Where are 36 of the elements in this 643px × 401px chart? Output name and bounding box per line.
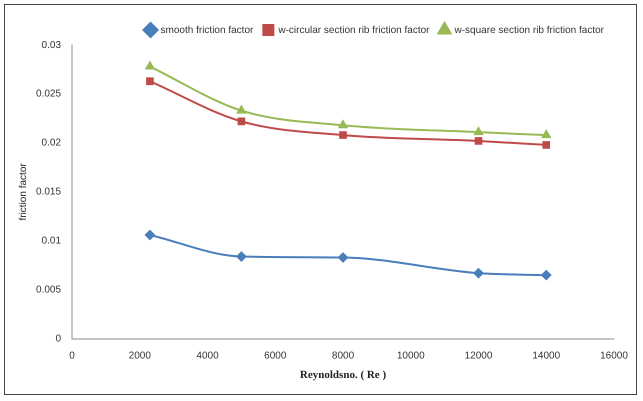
x-tick-label: 10000 xyxy=(396,350,426,362)
x-tick-label: 2000 xyxy=(128,350,152,362)
point xyxy=(542,130,551,138)
y-tick-label: 0 xyxy=(55,334,62,345)
y-tick-label: 0.02 xyxy=(42,138,62,149)
point xyxy=(474,127,483,136)
legend-label: smooth friction factor xyxy=(160,24,254,36)
point xyxy=(474,268,484,278)
point xyxy=(338,252,348,263)
point xyxy=(236,106,246,114)
point xyxy=(542,141,550,149)
x-tick-label: 6000 xyxy=(264,350,287,362)
point xyxy=(338,120,348,128)
y-tick-label: 0.01 xyxy=(42,236,62,247)
y-axis-title: friction factor xyxy=(18,162,29,221)
x-tick-label: 0 xyxy=(69,350,76,362)
x-tick-label: 4000 xyxy=(196,350,220,362)
point xyxy=(144,230,155,240)
x-tick-label: 8000 xyxy=(332,350,355,362)
y-tick-label: 0.005 xyxy=(36,284,62,296)
point xyxy=(146,77,154,86)
point xyxy=(474,137,482,145)
y-tick-label: 0.025 xyxy=(36,88,62,100)
x-tick-label: 16000 xyxy=(600,350,628,362)
y-tick-label: 0.015 xyxy=(36,186,62,198)
legend-label: w-square section rib friction factor xyxy=(454,24,605,36)
point xyxy=(541,270,552,280)
point xyxy=(339,131,347,139)
point xyxy=(145,62,154,70)
legend-label: w-circular section rib friction factor xyxy=(277,24,430,36)
y-tick-label: 0.03 xyxy=(42,40,62,51)
x-axis-title: Reynoldsno. ( Re ) xyxy=(300,369,386,382)
x-tick-label: 14000 xyxy=(532,350,561,362)
point xyxy=(236,252,246,262)
point xyxy=(238,118,246,126)
x-tick-label: 12000 xyxy=(464,350,493,362)
